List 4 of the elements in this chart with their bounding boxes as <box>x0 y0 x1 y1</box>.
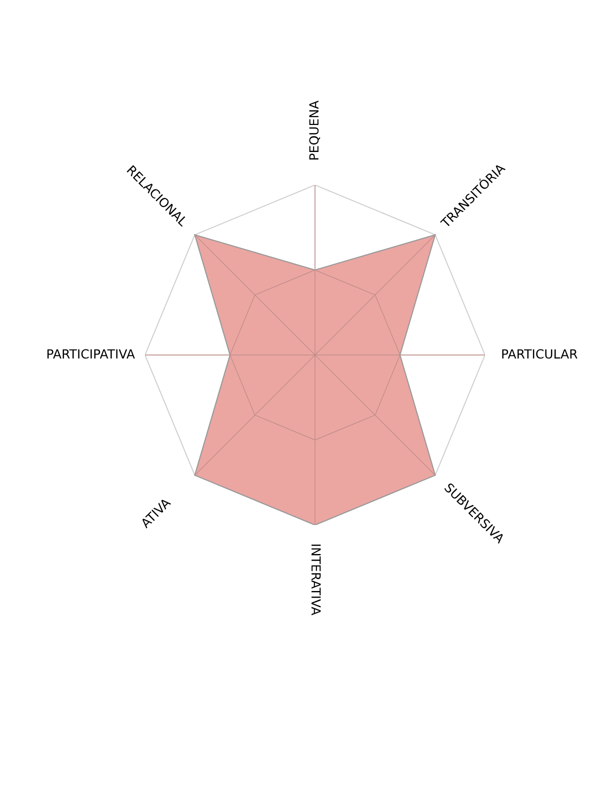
spoke-label: PEQUENA <box>309 100 320 160</box>
spoke-label: INTERATIVA <box>312 544 321 616</box>
spoke-label: PARTICULAR <box>502 349 578 359</box>
spoke-label: PARTICIPATIVA <box>47 349 135 359</box>
